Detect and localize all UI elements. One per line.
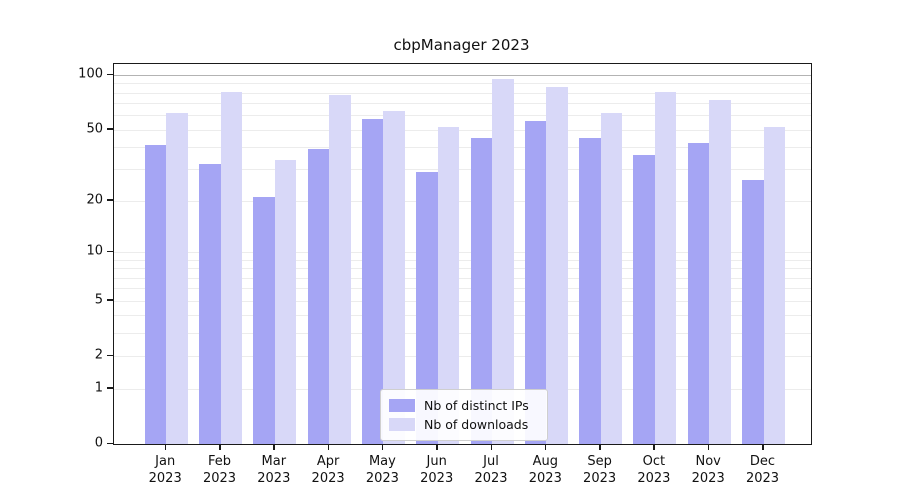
y-tick-mark — [107, 128, 113, 130]
legend-item-downloads: Nb of downloads — [389, 415, 537, 434]
bar-ips-aug — [524, 120, 547, 444]
y-tick-mark — [107, 299, 113, 301]
bar-downloads-aug — [546, 86, 568, 444]
x-tick-label-may: May 2023 — [365, 454, 399, 486]
bar-ips-sep — [579, 137, 601, 444]
gridline-minor — [114, 315, 811, 317]
x-tick-label-apr: Apr 2023 — [311, 454, 345, 486]
downloads-swatch-icon — [389, 418, 415, 431]
x-tick-label-jun: Jun 2023 — [420, 454, 454, 486]
gridline-minor — [114, 252, 811, 254]
plot-area — [113, 63, 812, 445]
y-tick-label: 0 — [94, 435, 103, 451]
bar-ips-dec — [742, 180, 764, 444]
y-tick-mark — [107, 442, 113, 444]
x-tick-label-nov: Nov 2023 — [691, 454, 725, 486]
distinct-ips-swatch-icon — [389, 399, 415, 412]
x-tick-mark — [436, 445, 438, 450]
x-tick-mark — [164, 445, 167, 450]
y-tick-mark — [107, 73, 113, 75]
y-tick-label: 10 — [86, 243, 103, 259]
legend-label-downloads: Nb of downloads — [424, 417, 529, 432]
bar-ips-jul — [470, 137, 492, 444]
x-tick-label-mar: Mar 2023 — [257, 454, 291, 486]
gridline-minor — [114, 200, 811, 202]
gridline-minor — [114, 288, 811, 290]
gridline-minor — [114, 333, 811, 335]
bar-ips-jun — [416, 172, 438, 444]
bar-ips-feb — [199, 164, 221, 444]
bar-downloads-jan — [166, 112, 188, 444]
gridline-minor — [114, 129, 811, 131]
y-tick-mark — [107, 250, 113, 253]
y-tick-label: 50 — [86, 121, 103, 137]
gridline-minor — [114, 169, 811, 171]
bar-ips-may — [361, 119, 384, 444]
bar-downloads-jul — [492, 79, 514, 444]
x-tick-mark — [381, 445, 384, 450]
bar-downloads-dec — [763, 126, 785, 444]
gridline-minor — [114, 103, 811, 105]
x-tick-label-sep: Sep 2023 — [583, 454, 617, 486]
gridline-minor — [114, 147, 811, 149]
bar-downloads-feb — [220, 91, 242, 444]
x-tick-mark — [327, 445, 330, 450]
bar-ips-apr — [307, 149, 330, 444]
y-tick-label: 100 — [78, 66, 103, 82]
bar-ips-nov — [687, 143, 710, 444]
bar-ips-mar — [253, 196, 275, 444]
y-tick-label: 5 — [94, 292, 103, 308]
x-tick-mark — [762, 445, 764, 450]
bar-ips-jan — [144, 145, 167, 444]
y-tick-label: 20 — [86, 192, 103, 208]
x-tick-mark — [653, 445, 655, 450]
x-tick-mark — [273, 445, 275, 450]
chart-title: cbpManager 2023 — [393, 36, 530, 54]
x-tick-label-jan: Jan 2023 — [148, 454, 182, 486]
y-tick-mark — [107, 199, 113, 201]
gridline-minor — [114, 92, 811, 94]
x-tick-label-feb: Feb 2023 — [202, 454, 237, 486]
y-tick-label: 1 — [94, 380, 103, 396]
gridline-minor — [114, 115, 811, 117]
gridline-minor — [114, 83, 811, 85]
x-tick-label-aug: Aug 2023 — [528, 454, 562, 486]
bar-ips-oct — [633, 155, 655, 444]
bar-downloads-oct — [654, 91, 677, 444]
bar-downloads-sep — [600, 112, 623, 444]
bar-downloads-jun — [437, 126, 460, 444]
x-tick-label-oct: Oct 2023 — [637, 454, 671, 486]
gridline-minor — [114, 356, 811, 358]
legend-label-distinct-ips: Nb of distinct IPs — [424, 398, 529, 413]
gridline-minor — [114, 277, 811, 279]
gridline-minor — [114, 300, 811, 302]
y-tick-mark — [107, 387, 113, 389]
x-tick-mark — [490, 445, 492, 450]
y-tick-mark — [107, 354, 113, 357]
gridline-major — [114, 75, 811, 76]
x-tick-mark — [707, 445, 710, 450]
gridline-minor — [114, 268, 811, 270]
x-tick-mark — [544, 445, 547, 450]
legend-item-distinct-ips: Nb of distinct IPs — [389, 396, 537, 415]
y-tick-label: 2 — [94, 347, 103, 363]
bar-downloads-may — [383, 111, 405, 444]
bar-downloads-apr — [329, 94, 351, 444]
x-tick-label-dec: Dec 2023 — [745, 454, 780, 486]
legend: Nb of distinct IPs Nb of downloads — [380, 389, 548, 441]
x-tick-mark — [599, 445, 601, 450]
x-tick-label-jul: Jul 2023 — [474, 454, 508, 486]
gridline-minor — [114, 259, 811, 261]
bar-downloads-mar — [274, 159, 297, 444]
bar-downloads-nov — [709, 99, 731, 444]
x-tick-mark — [219, 445, 221, 450]
